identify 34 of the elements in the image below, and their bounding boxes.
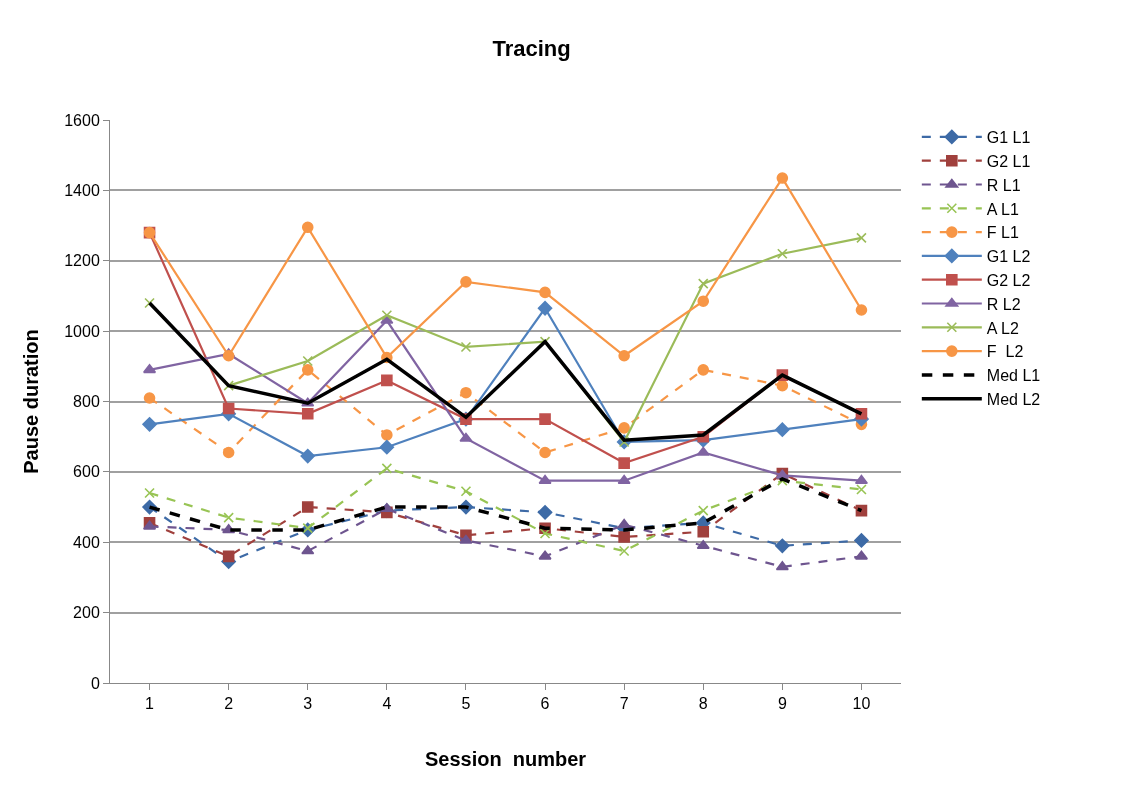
x-tick-label: 2 (224, 695, 234, 713)
x-tick-label: 5 (461, 695, 471, 713)
legend-label: G1 L2 (986, 248, 1031, 266)
y-tick-label: 1400 (64, 181, 100, 199)
y-tick-label: 600 (73, 463, 100, 481)
legend-label: G2 L1 (986, 152, 1031, 170)
x-tick-label: 6 (540, 695, 550, 713)
y-tick-label: 0 (90, 674, 100, 692)
legend-label: G2 L2 (986, 271, 1031, 289)
legend-label: A L1 (986, 200, 1019, 218)
x-tick-label: 1 (145, 695, 155, 713)
chart-title: Tracing (492, 35, 571, 61)
x-tick-label: 4 (382, 695, 392, 713)
legend-label: G1 L1 (986, 129, 1031, 147)
y-tick-label: 1200 (64, 252, 100, 270)
y-tick-label: 1600 (64, 111, 100, 129)
legend-label: F L2 (986, 343, 1024, 361)
x-tick-label: 9 (777, 695, 787, 713)
y-tick-label: 400 (73, 533, 100, 551)
x-tick-label: 7 (619, 695, 629, 713)
legend-label: Med L2 (986, 390, 1041, 408)
y-axis-title: Pause duration (19, 329, 42, 474)
legend-label: A L2 (986, 319, 1019, 337)
legend-label: Med L1 (986, 367, 1041, 385)
legend-label: R L2 (986, 295, 1021, 313)
y-tick-label: 800 (73, 393, 100, 411)
x-axis-title: Session number (424, 747, 587, 770)
legend-label: R L1 (986, 176, 1021, 194)
legend-label: F L1 (986, 224, 1019, 242)
y-tick-label: 200 (73, 604, 100, 622)
x-tick-label: 3 (303, 695, 313, 713)
y-tick-label: 1000 (64, 322, 100, 340)
x-tick-label: 8 (698, 695, 708, 713)
x-tick-label: 10 (852, 695, 871, 713)
